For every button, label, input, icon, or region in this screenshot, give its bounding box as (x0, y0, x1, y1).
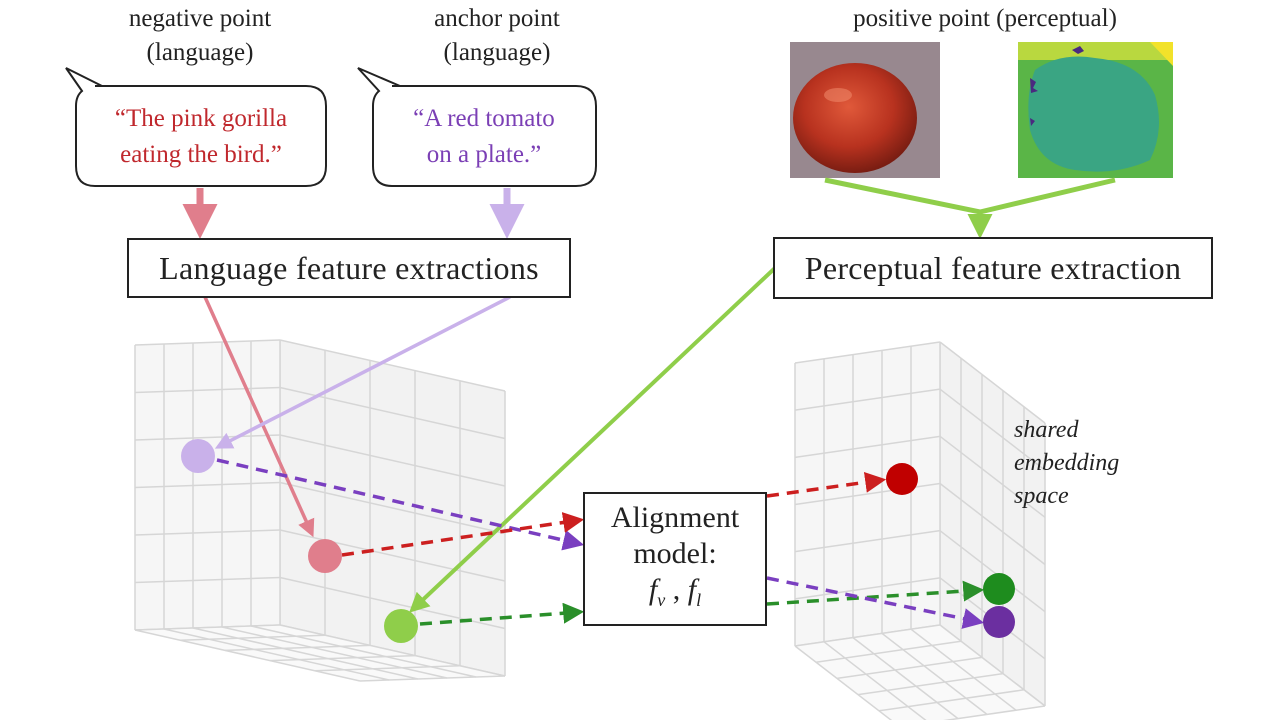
right-embedding-grid (794, 341, 1046, 720)
negative-speech-bubble (65, 67, 327, 187)
negative-point-dot (308, 539, 342, 573)
perceptual-feature-extractor: Perceptual feature extraction (773, 237, 1213, 299)
negative-quote: “The pink gorilla eating the bird.” (114, 105, 288, 168)
left-embedding-grid (134, 339, 506, 682)
shared-embedding-space-label: shared embedding space (1014, 417, 1120, 509)
alignment-to-purple-dashed (766, 576, 985, 629)
positive-to-alignment-dashed (419, 602, 585, 626)
language-to-anchor-arrow (214, 295, 511, 449)
anchor-quote: “A red tomato on a plate.” (413, 105, 555, 168)
positive-point-label: positive point (perceptual) (853, 5, 1117, 32)
aligned-red-dot (886, 463, 918, 495)
language-feature-extractor: Language feature extractions (127, 238, 571, 298)
aligned-purple-dot (983, 606, 1015, 638)
segmentation-map (1018, 42, 1173, 178)
negative-to-alignment-dashed (341, 512, 585, 557)
alignment-model-box: Alignment model: fv , fl (583, 492, 767, 626)
perceptual-to-positive-arrow (409, 266, 777, 613)
anchor-point-label: anchor point (language) (434, 5, 560, 66)
alignment-to-green-dashed (766, 580, 985, 606)
anchor-point-dot (181, 439, 215, 473)
anchor-to-alignment-dashed (216, 458, 585, 551)
tomato-photo (790, 42, 940, 178)
anchor-speech-bubble (357, 67, 597, 187)
aligned-green-dot (983, 573, 1015, 605)
alignment-functions: fv , fl (648, 573, 702, 610)
negative-point-label: negative point (language) (128, 5, 272, 66)
images-to-perceptual-arrow (824, 177, 1116, 215)
positive-point-dot (384, 609, 418, 643)
language-to-negative-arrow (203, 296, 315, 538)
